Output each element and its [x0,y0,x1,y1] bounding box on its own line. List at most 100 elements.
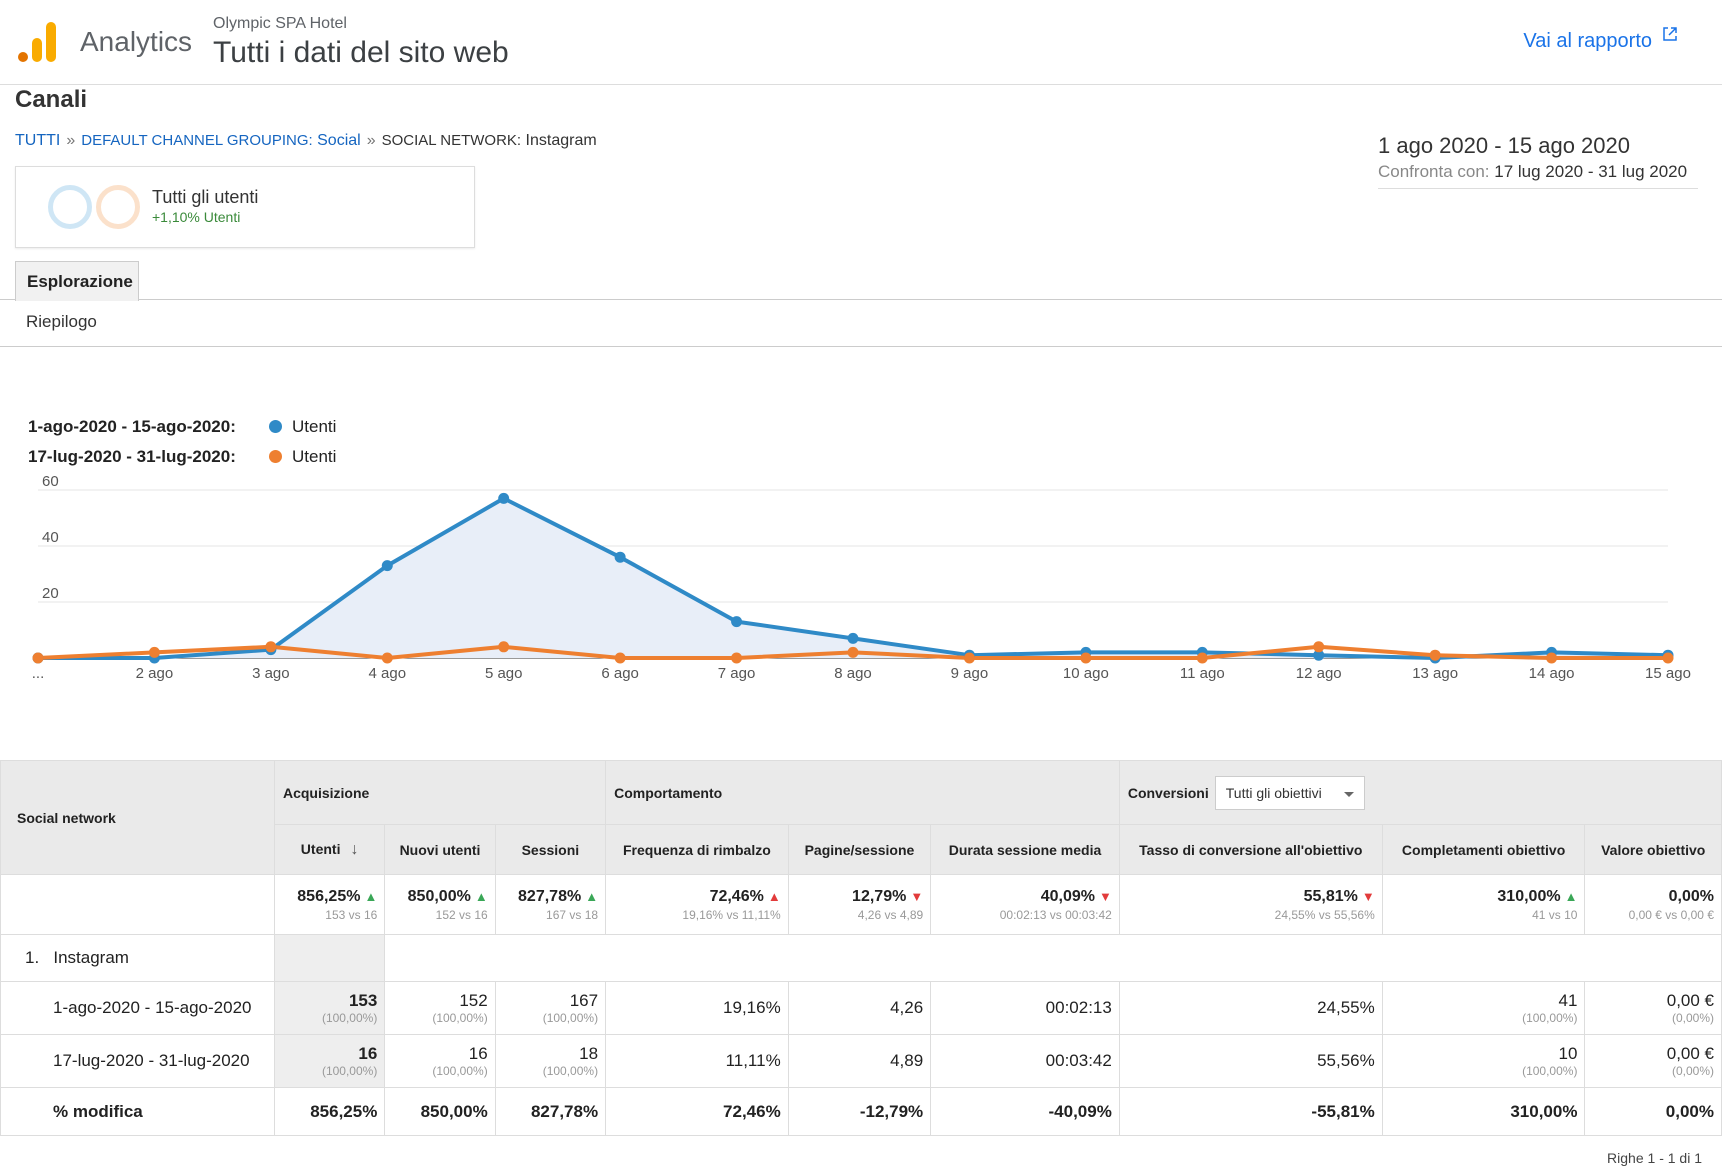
breadcrumb-separator: » [66,132,76,149]
table-cell: 10 (100,00%) [1381,1034,1586,1088]
arrow-up-icon: ▲ [585,888,599,904]
table-cell: 24,55% [1118,981,1383,1035]
column-header[interactable]: Sessioni [494,824,607,875]
series-area [38,498,1668,658]
conversions-label: Conversioni [1127,784,1209,801]
data-point[interactable] [1313,641,1325,653]
data-point[interactable] [498,641,510,653]
data-point[interactable] [1080,652,1092,664]
x-tick-label: ... [32,665,45,682]
date-range-picker[interactable]: 1 ago 2020 - 15 ago 2020 Confronta con: … [1378,133,1698,189]
cell-percentage: (100,00%) [1522,1011,1578,1025]
y-tick-label: 40 [42,529,59,546]
breadcrumb-current: Instagram [525,132,597,149]
tab-explore[interactable]: Esplorazione [15,261,139,301]
column-header[interactable]: Valore obiettivo [1584,824,1722,875]
account-name[interactable]: Olympic SPA Hotel [213,15,347,32]
summary-comparison: 0,00 € vs 0,00 € [1628,907,1714,922]
cell-percentage: (100,00%) [321,1011,378,1025]
cell-value: 167 [569,991,599,1010]
column-header[interactable]: Utenti ↓ [273,824,386,875]
table-cell: 152 (100,00%) [384,981,496,1035]
table-body: 1-ago-2020 - 15-ago-2020 153 (100,00%) 152(… [0,981,1722,1136]
data-point[interactable] [847,646,859,658]
table-cell: 856,25% [273,1087,386,1136]
arrow-up-icon: ▲ [474,888,488,904]
cell-percentage: (100,00%) [542,1064,599,1078]
cell-percentage: (100,00%) [321,1064,378,1078]
data-point[interactable] [1546,652,1558,664]
cell-value: 152 [459,991,488,1010]
data-point[interactable] [847,632,859,644]
segment-card[interactable]: Tutti gli utenti +1,10% Utenti [15,166,475,248]
data-point[interactable] [381,560,393,572]
summary-comparison: 00:02:13 vs 00:03:42 [999,907,1112,922]
dimension-header[interactable]: Social network [0,760,275,875]
data-point[interactable] [32,652,44,664]
x-tick-label: 2 ago [136,665,174,682]
column-header[interactable]: Tasso di conversione all'obiettivo [1118,824,1383,875]
column-header[interactable]: Durata sessione media [930,824,1120,875]
breadcrumb-channel-grouping[interactable]: DEFAULT CHANNEL GROUPING: Social [81,132,360,149]
cell-value: 10 [1558,1044,1578,1063]
data-point[interactable] [1429,649,1441,661]
legend-metric-current[interactable]: Utenti [292,417,337,436]
table-cell: 167 (100,00%) [494,981,607,1035]
breadcrumb-separator: » [366,132,376,149]
subtab-summary[interactable]: Riepilogo [26,312,97,331]
summary-comparison: 19,16% vs 11,11% [682,907,781,922]
summary-value: 55,81% [1303,887,1358,905]
compare-label: Confronta con: [1378,162,1490,181]
column-header[interactable]: Completamenti obiettivo [1381,824,1586,875]
data-point[interactable] [1196,652,1208,664]
legend-range-current: 1-ago-2020 - 15-ago-2020: [28,417,236,436]
arrow-down-icon: ▼ [1361,888,1375,904]
legend-metric-previous[interactable]: Utenti [292,447,337,466]
data-point[interactable] [148,646,160,658]
arrow-down-icon: ▼ [910,888,924,904]
column-header-label: Pagine/sessione [804,841,915,858]
x-tick-label: 14 ago [1529,665,1575,682]
data-point[interactable] [265,641,277,653]
data-point[interactable] [731,616,743,628]
row-label: 17-lug-2020 - 31-lug-2020 [0,1034,275,1088]
data-point[interactable] [498,492,510,504]
data-point[interactable] [614,551,626,563]
cell-percentage: (100,00%) [432,1011,488,1025]
column-header[interactable]: Nuovi utenti [384,824,496,875]
cell-value: 0,00 € [1666,1044,1714,1063]
analytics-logo-icon[interactable] [18,20,58,64]
data-point[interactable] [731,652,743,664]
summary-cell: 72,46% ▲ 19,16% vs 11,11% [605,874,789,935]
external-link-icon[interactable] [1662,26,1678,42]
data-point[interactable] [1662,652,1674,664]
property-selector[interactable]: Tutti i dati del sito web [213,36,509,69]
data-point[interactable] [614,652,626,664]
column-header[interactable]: Pagine/sessione [787,824,932,875]
sort-descending-icon[interactable]: ↓ [350,840,359,858]
summary-value: 310,00% [1497,887,1561,905]
data-point[interactable] [381,652,393,664]
cell-value: 19,16% [723,998,781,1017]
row-label: % modifica [0,1087,275,1136]
go-to-report-link[interactable]: Vai al rapporto [1523,30,1652,52]
cell-value: 850,00% [420,1101,488,1121]
summary-row: 856,25% ▲ 153 vs 16 850,00% ▲ 152 vs 16 827,78… [0,874,1722,935]
data-point[interactable] [1313,649,1325,661]
goal-select[interactable]: Tutti gli obiettivi [1214,775,1365,810]
cell-percentage: (0,00%) [1671,1011,1714,1025]
data-point[interactable] [963,652,975,664]
table-cell: -12,79% [787,1087,932,1136]
cell-value: 16 [468,1044,488,1063]
table-cell: 0,00 € (0,00%) [1584,1034,1722,1088]
cell-value: 11,11% [725,1051,781,1070]
summary-comparison: 41 vs 10 [1532,907,1578,922]
cell-value: -55,81% [1311,1101,1375,1121]
row-index: 1. [25,948,40,967]
column-header[interactable]: Frequenza di rimbalzo [605,824,789,875]
breadcrumb-all[interactable]: TUTTI [15,132,61,149]
row-spacer [273,934,386,982]
summary-cell: 310,00% ▲ 41 vs 10 [1381,874,1586,935]
row-name[interactable]: 1. Instagram [0,934,275,982]
group-behavior: Comportamento [605,760,1120,825]
